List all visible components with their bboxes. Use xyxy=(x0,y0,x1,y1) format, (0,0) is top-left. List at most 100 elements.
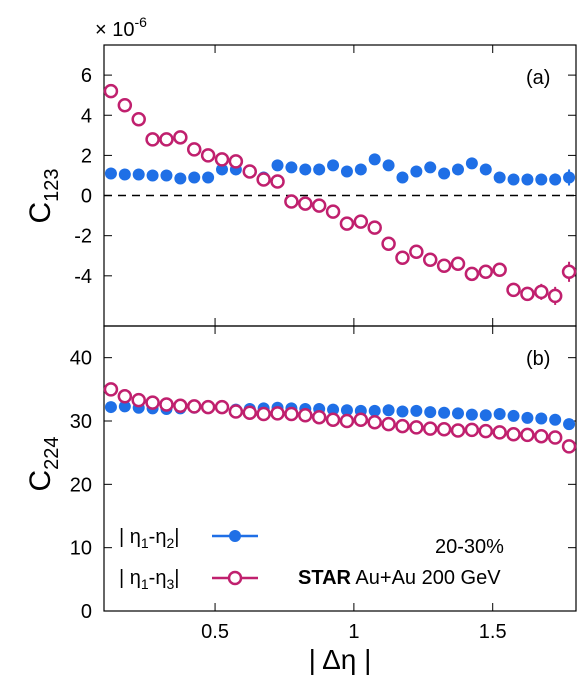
panel-a-point-eta12 xyxy=(563,171,576,184)
panel-a-point-eta12 xyxy=(285,161,298,174)
panel-b-point-eta13 xyxy=(298,408,313,423)
panel-b-point-eta13 xyxy=(367,415,382,430)
panel-b-point-eta13 xyxy=(325,412,341,427)
panel-a-point-eta12 xyxy=(340,165,353,178)
panel-a-point-eta12 xyxy=(216,163,228,176)
legend-marker-eta12 xyxy=(229,530,241,542)
panel-a-point-eta12 xyxy=(271,159,284,172)
panel-a-point-eta13 xyxy=(492,262,507,278)
legend-label-eta13: | η1-η3| xyxy=(119,567,179,592)
panel-a: (a) C123 -4 -2 0 2 4 6 xyxy=(24,44,577,327)
panel-a-point-eta12 xyxy=(354,163,367,176)
panel-b-point-eta12 xyxy=(104,401,117,414)
panel-a-ytick-label: 0 xyxy=(81,186,92,208)
panel-a-point-eta13 xyxy=(547,288,563,304)
panel-b-ylabel: C224 xyxy=(24,436,63,491)
panel-a-point-eta13 xyxy=(284,194,299,209)
panel-a-point-eta13 xyxy=(242,164,258,179)
panel-b-point-eta13 xyxy=(353,412,369,427)
panel-b-point-eta13 xyxy=(464,422,480,438)
panel-b-point-eta13 xyxy=(311,409,327,425)
panel-a-point-eta13 xyxy=(159,132,174,147)
panel-a-point-eta13 xyxy=(145,132,160,147)
panel-b-xtick-label: 1 xyxy=(348,621,359,643)
panel-a-point-eta13 xyxy=(520,286,535,302)
panel-b-point-eta13 xyxy=(103,382,119,397)
panel-b-point-eta13 xyxy=(547,430,563,445)
x-axis-label: | Δη | xyxy=(309,644,372,675)
panel-b-point-eta12 xyxy=(549,413,562,426)
panel-a-point-eta12 xyxy=(382,159,395,172)
panel-b-point-eta13 xyxy=(173,398,188,414)
panel-b-point-eta13 xyxy=(242,405,258,421)
panel-b-point-eta13 xyxy=(256,406,271,422)
panel-a-point-eta12 xyxy=(549,173,562,186)
panel-b-point-eta12 xyxy=(382,404,395,417)
panel-a-point-eta13 xyxy=(270,174,285,189)
panel-a-point-eta13 xyxy=(367,220,382,235)
panel-a-point-eta13 xyxy=(395,250,410,266)
panel-a-point-eta13 xyxy=(103,83,119,99)
panel-b-point-eta13 xyxy=(214,399,230,415)
panel-a-point-eta12 xyxy=(465,157,478,170)
panel-a-point-eta13 xyxy=(200,148,216,163)
panel-a-point-eta12 xyxy=(146,169,159,182)
panel-b-point-eta13 xyxy=(131,392,146,408)
panel-b-point-eta13 xyxy=(395,418,410,434)
panel-b-point-eta12 xyxy=(438,406,451,419)
panel-b-point-eta12 xyxy=(493,408,506,421)
panel-a-point-eta12 xyxy=(174,172,187,185)
panel-a-label: (a) xyxy=(526,67,550,89)
panel-a-point-eta12 xyxy=(396,171,409,184)
panel-b-point-eta13 xyxy=(534,428,549,444)
panel-b-point-eta12 xyxy=(410,404,423,417)
panel-b-point-eta13 xyxy=(520,427,535,443)
legend-label-eta12: | η1-η2| xyxy=(119,526,179,551)
panel-a-ylabel: C123 xyxy=(24,168,63,223)
panel-b-frame xyxy=(103,325,577,612)
panel-b-point-eta13 xyxy=(186,399,202,414)
panel-a-point-eta12 xyxy=(521,173,534,186)
experiment-label: STAR Au+Au 200 GeV xyxy=(298,567,501,589)
panel-b-point-eta13 xyxy=(339,413,355,429)
panel-b-ytick-label: 40 xyxy=(70,348,92,370)
panel-a-ytick-label: 2 xyxy=(81,145,92,167)
panel-a-point-eta12 xyxy=(479,163,492,176)
panel-a-point-eta13 xyxy=(561,264,577,280)
panel-b-point-eta12 xyxy=(507,409,520,422)
panel-a-point-eta13 xyxy=(534,284,549,300)
panel-a-point-eta13 xyxy=(464,266,480,282)
panel-b-point-eta12 xyxy=(452,407,464,420)
panel-b-point-eta13 xyxy=(381,416,396,432)
panel-b-point-eta12 xyxy=(535,412,548,425)
panel-a-point-eta13 xyxy=(353,214,369,229)
panel-b-ytick-label: 20 xyxy=(70,474,92,496)
panel-b-point-eta12 xyxy=(368,404,381,417)
panel-a-point-eta13 xyxy=(478,264,494,280)
panel-b: (b) C224 0 10 20 30 40 0.5 1 1.5 xyxy=(24,325,577,643)
panel-a-point-eta13 xyxy=(436,258,452,274)
panel-a-point-eta13 xyxy=(256,172,271,187)
panel-b-point-eta12 xyxy=(563,418,576,431)
panel-a-point-eta12 xyxy=(160,169,173,182)
panel-b-point-eta13 xyxy=(436,421,452,437)
panel-b-point-eta13 xyxy=(422,421,438,436)
panel-a-point-eta12 xyxy=(535,173,548,186)
panel-b-point-eta13 xyxy=(450,423,466,438)
panel-a-ytick-label: 6 xyxy=(81,65,92,87)
panel-b-xtick-label: 1.5 xyxy=(479,621,507,643)
panel-b-point-eta12 xyxy=(327,403,340,416)
panel-b-point-eta13 xyxy=(200,399,216,415)
panel-a-point-eta12 xyxy=(493,171,506,184)
panel-b-point-eta13 xyxy=(284,406,299,422)
panel-a-point-eta12 xyxy=(299,163,312,176)
panel-a-point-eta13 xyxy=(117,97,133,113)
panel-a-point-eta13 xyxy=(422,252,438,268)
panel-a-point-eta12 xyxy=(438,167,451,180)
panel-a-point-eta13 xyxy=(311,198,327,213)
panel-a-ytick-label: -4 xyxy=(74,266,92,288)
panel-a-point-eta13 xyxy=(506,282,521,298)
panel-b-point-eta12 xyxy=(521,411,534,424)
panel-a-point-eta12 xyxy=(188,171,201,184)
panel-a-point-eta12 xyxy=(507,173,520,186)
